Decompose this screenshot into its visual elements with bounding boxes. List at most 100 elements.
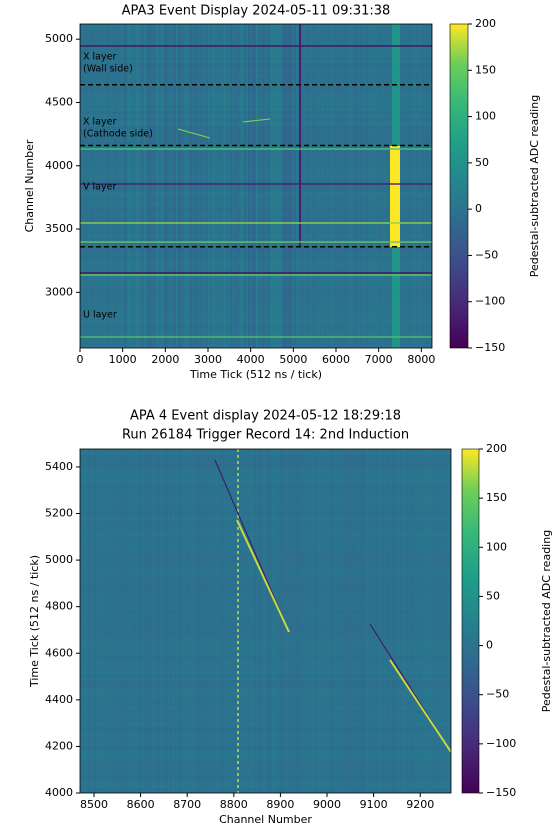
heatmap-cell bbox=[234, 24, 236, 348]
y-axis-label: Time Tick (512 ns / tick) bbox=[28, 555, 41, 688]
x-tick-label: 0 bbox=[77, 353, 84, 366]
heatmap-cell bbox=[80, 294, 432, 297]
heatmap-cell bbox=[232, 24, 234, 348]
heatmap-cell bbox=[96, 449, 98, 793]
heatmap-cell bbox=[402, 24, 404, 348]
heatmap-cell bbox=[406, 24, 408, 348]
heatmap-cell bbox=[152, 449, 154, 793]
heatmap-cell bbox=[152, 24, 154, 348]
heatmap-cell bbox=[236, 449, 238, 793]
heatmap-cell bbox=[284, 449, 286, 793]
heatmap-cell bbox=[332, 449, 334, 793]
heatmap-cell bbox=[252, 24, 254, 348]
colorbar-label: Pedestal-subtracted ADC reading bbox=[540, 530, 553, 712]
heatmap-cell bbox=[80, 560, 451, 563]
heatmap-cell bbox=[438, 449, 440, 793]
plot-frame bbox=[79, 23, 433, 349]
heatmap-cell bbox=[142, 449, 144, 793]
heatmap-cell bbox=[80, 162, 432, 165]
heatmap-cell bbox=[388, 449, 390, 793]
heatmap-cell bbox=[160, 24, 162, 348]
heatmap-cell bbox=[386, 449, 388, 793]
heatmap-cell bbox=[150, 449, 152, 793]
x-tick-label: 8000 bbox=[407, 353, 435, 366]
heatmap-cell bbox=[378, 449, 380, 793]
heatmap-cell bbox=[80, 476, 451, 479]
heatmap-cell bbox=[296, 449, 298, 793]
heatmap-cell bbox=[80, 773, 451, 776]
heatmap-cell bbox=[446, 449, 448, 793]
heatmap-cell bbox=[80, 521, 451, 524]
heatmap-cell bbox=[80, 342, 432, 345]
heatmap-cell bbox=[154, 449, 156, 793]
heatmap-cell bbox=[80, 327, 432, 330]
heatmap-cell bbox=[120, 24, 122, 348]
heatmap-cell bbox=[80, 99, 432, 102]
heatmap-cell bbox=[102, 449, 104, 793]
heatmap-cell bbox=[80, 195, 432, 198]
heatmap-cell bbox=[318, 24, 320, 348]
heatmap-cell bbox=[80, 509, 451, 512]
heatmap-cell bbox=[346, 24, 348, 348]
heatmap-cell bbox=[80, 566, 451, 569]
heatmap-cell bbox=[80, 180, 432, 183]
heatmap-cell bbox=[80, 192, 432, 195]
heatmap-cell bbox=[80, 96, 432, 99]
heatmap-cell bbox=[80, 779, 451, 782]
heatmap-cell bbox=[290, 449, 292, 793]
heatmap-cell bbox=[148, 449, 150, 793]
heatmap-cell bbox=[336, 24, 338, 348]
heatmap-cell bbox=[80, 512, 451, 515]
heatmap-cell bbox=[328, 24, 330, 348]
heatmap-cell bbox=[336, 449, 338, 793]
colorbar bbox=[461, 448, 480, 794]
heatmap-cell bbox=[80, 231, 432, 234]
heatmap-cell bbox=[306, 449, 308, 793]
heatmap-cell bbox=[334, 449, 336, 793]
heatmap-cell bbox=[422, 24, 424, 348]
heatmap-cell bbox=[146, 449, 148, 793]
heatmap-cell bbox=[330, 24, 332, 348]
colorbar-tick-label: 100 bbox=[486, 540, 507, 553]
colorbar-tick-label: −50 bbox=[475, 248, 498, 261]
heatmap-cell bbox=[80, 704, 451, 707]
heatmap-cell bbox=[80, 135, 432, 138]
heatmap-cell bbox=[80, 201, 432, 204]
heatmap-cell bbox=[290, 24, 292, 348]
heatmap-cell bbox=[358, 24, 360, 348]
heatmap-cell bbox=[364, 449, 366, 793]
heatmap-cell bbox=[194, 449, 196, 793]
heatmap-cell bbox=[80, 668, 451, 671]
heatmap-cell bbox=[134, 24, 136, 348]
heatmap-cell bbox=[396, 449, 398, 793]
heatmap-cell bbox=[374, 24, 376, 348]
heatmap-cell bbox=[90, 24, 92, 348]
heatmap-cell bbox=[110, 449, 112, 793]
heatmap-cell bbox=[80, 494, 451, 497]
feature bbox=[242, 118, 271, 123]
heatmap-cell bbox=[80, 557, 451, 560]
heatmap-cell bbox=[80, 291, 432, 294]
x-tick-label: 8700 bbox=[173, 798, 201, 811]
heatmap-cell bbox=[294, 449, 296, 793]
heatmap-cell bbox=[128, 449, 130, 793]
heatmap-cell bbox=[174, 449, 176, 793]
heatmap-cell bbox=[80, 701, 451, 704]
heatmap-cell bbox=[274, 24, 276, 348]
heatmap-cell bbox=[258, 449, 260, 793]
heatmap-cell bbox=[80, 333, 432, 336]
heatmap-cell bbox=[92, 449, 94, 793]
heatmap-cell bbox=[172, 24, 174, 348]
heatmap-cell bbox=[80, 554, 451, 557]
heatmap-cell bbox=[80, 545, 451, 548]
heatmap-cell bbox=[80, 330, 432, 333]
annotation: X layer bbox=[83, 52, 116, 63]
heatmap-cell bbox=[204, 24, 206, 348]
heatmap-cell bbox=[80, 120, 432, 123]
heatmap-cell bbox=[196, 24, 198, 348]
heatmap-cell bbox=[80, 611, 451, 614]
heatmap-cell bbox=[430, 24, 432, 348]
x-axis-label: Channel Number bbox=[219, 813, 312, 826]
heatmap-cell bbox=[80, 518, 451, 521]
heatmap-cell bbox=[80, 69, 432, 72]
